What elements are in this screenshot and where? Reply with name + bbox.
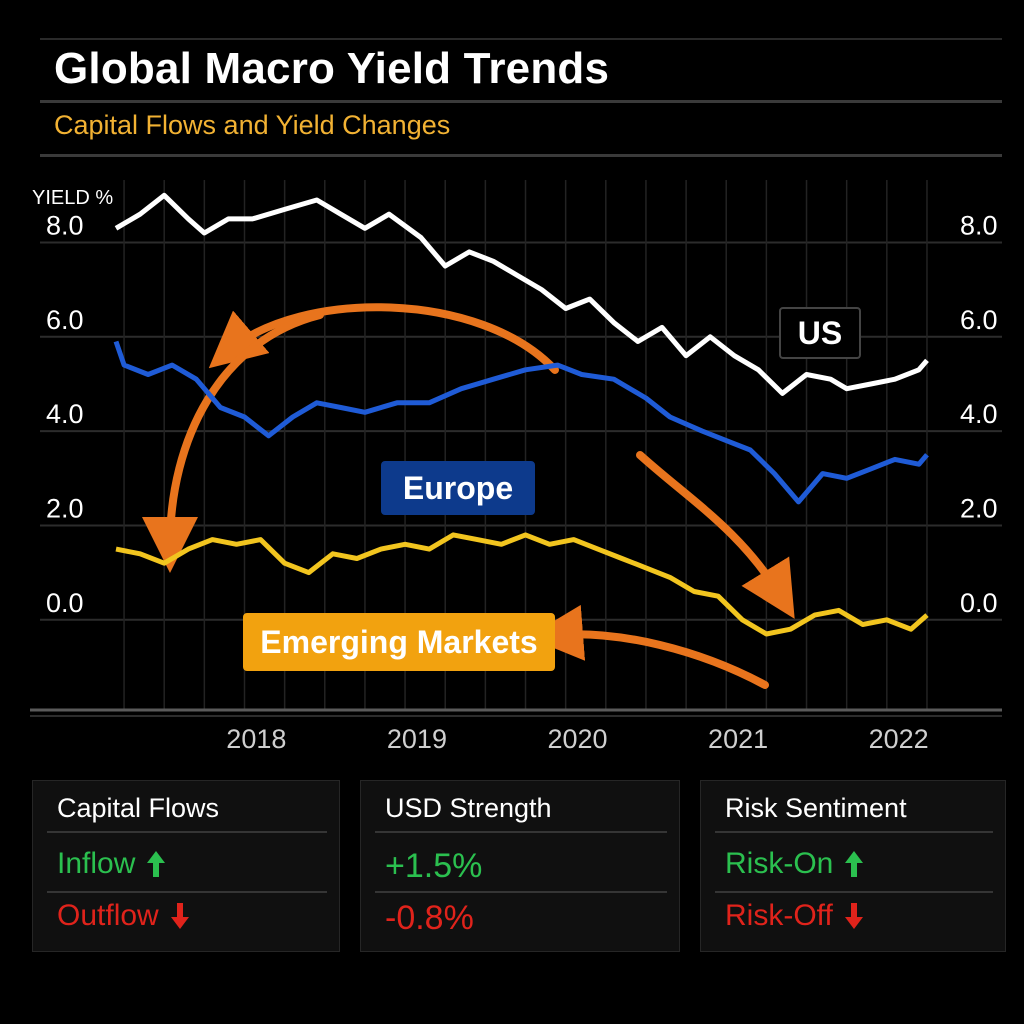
- risk-off-label: Risk-Off: [725, 899, 833, 932]
- series-line-us: [114, 192, 929, 396]
- y-tick-label-left: 2.0: [46, 493, 84, 523]
- top-rule: [40, 38, 1002, 40]
- y-tick-label-right: 8.0: [960, 210, 998, 240]
- risk-off-row: Risk-Off: [725, 899, 865, 933]
- flow-arrow: [636, 451, 795, 619]
- y-tick-label-left: 6.0: [46, 305, 84, 335]
- panel-divider: [47, 891, 327, 893]
- y-tick-label-left: 4.0: [46, 399, 84, 429]
- arrow-up-icon: [845, 851, 864, 877]
- y-tick-label-left: 8.0: [46, 210, 84, 240]
- risk-on-label: Risk-On: [725, 847, 834, 880]
- panel-title: Risk Sentiment: [725, 793, 907, 823]
- y-tick-label-right: 6.0: [960, 305, 998, 335]
- y-tick-label-right: 0.0: [960, 588, 998, 618]
- inflow-label: Inflow: [57, 847, 136, 880]
- x-tick-label: 2022: [869, 724, 929, 754]
- inflow-row: Inflow: [57, 847, 167, 881]
- flow-arrow: [208, 303, 559, 374]
- panel-divider: [47, 831, 327, 833]
- usd-down-row: -0.8%: [385, 899, 474, 938]
- panel-divider: [715, 831, 993, 833]
- series-line-europe: [113, 340, 929, 505]
- usd-up-value: +1.5%: [385, 847, 483, 885]
- series-label-box: [779, 307, 861, 359]
- risk-sentiment-panel: Risk Sentiment Risk-On Risk-Off: [700, 780, 1006, 952]
- outflow-label: Outflow: [57, 899, 159, 932]
- usd-up-row: +1.5%: [385, 847, 482, 886]
- series-line-emerging-markets: [115, 532, 929, 637]
- risk-on-row: Risk-On: [725, 847, 865, 881]
- flow-arrow: [527, 604, 769, 689]
- panel-divider: [715, 891, 993, 893]
- x-tick-label: 2018: [226, 724, 286, 754]
- capital-flows-panel: Capital Flows Inflow Outflow: [32, 780, 340, 952]
- arrow-up-icon: [147, 851, 166, 877]
- series-label-box: [381, 461, 535, 515]
- arrow-down-icon: [170, 903, 189, 929]
- series-label-us: US: [798, 315, 842, 351]
- y-tick-label-left: 0.0: [46, 588, 84, 618]
- panel-divider: [375, 891, 667, 893]
- series-label-europe: Europe: [403, 470, 513, 506]
- outflow-row: Outflow: [57, 899, 191, 933]
- usd-strength-panel: USD Strength +1.5% -0.8%: [360, 780, 680, 952]
- arrow-down-icon: [844, 903, 863, 929]
- y-tick-label-right: 2.0: [960, 493, 998, 523]
- title-rule: [40, 100, 1002, 103]
- panel-title: USD Strength: [385, 793, 552, 823]
- series-label-emerging-markets: Emerging Markets: [260, 624, 537, 660]
- page-title: Global Macro Yield Trends: [54, 44, 610, 93]
- x-tick-label: 2020: [547, 724, 607, 754]
- usd-down-value: -0.8%: [385, 899, 474, 937]
- y-tick-label-right: 4.0: [960, 399, 998, 429]
- flow-arrow: [142, 311, 324, 573]
- series-label-box: [243, 613, 555, 671]
- x-tick-label: 2021: [708, 724, 768, 754]
- panel-title: Capital Flows: [57, 793, 220, 823]
- subtitle-rule: [40, 154, 1002, 157]
- x-tick-label: 2019: [387, 724, 447, 754]
- page-subtitle: Capital Flows and Yield Changes: [54, 110, 451, 140]
- panel-divider: [375, 831, 667, 833]
- yield-line-chart: YIELD %8.0 8.06.0 6.04.0 4.02.0 2.00.0 0.0201…: [30, 180, 1002, 754]
- y-axis-label: YIELD %: [32, 187, 113, 209]
